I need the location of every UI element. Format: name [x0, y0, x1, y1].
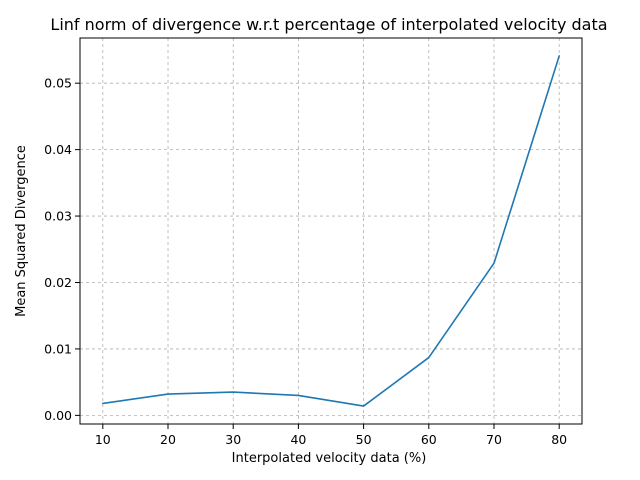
y-axis-label: Mean Squared Divergence [14, 145, 29, 317]
series-layer [102, 55, 560, 407]
chart-title: Linf norm of divergence w.r.t percentage… [50, 15, 607, 34]
x-tick-label: 40 [290, 432, 306, 447]
y-tick-label: 0.00 [44, 408, 72, 423]
series-line [102, 55, 560, 407]
y-tick-label: 0.01 [44, 341, 72, 356]
x-tick-label: 70 [486, 432, 502, 447]
y-tick-label: 0.02 [44, 275, 72, 290]
x-tick-label: 20 [160, 432, 176, 447]
plot-frame [79, 37, 583, 425]
y-tick-label: 0.05 [44, 76, 72, 91]
x-axis-label: Interpolated velocity data (%) [232, 451, 427, 466]
y-tick-label: 0.04 [44, 142, 72, 157]
axis-ticks: 10 20 30 40 50 60 70 80 0.00 0.01 0.02 0.03 0.04 0.05 [44, 76, 567, 447]
x-tick-label: 60 [421, 432, 437, 447]
x-tick-label: 50 [356, 432, 372, 447]
y-tick-label: 0.03 [44, 209, 72, 224]
grid-lines [80, 38, 582, 424]
x-tick-label: 10 [95, 432, 111, 447]
x-tick-label: 80 [551, 432, 567, 447]
x-tick-label: 30 [225, 432, 241, 447]
